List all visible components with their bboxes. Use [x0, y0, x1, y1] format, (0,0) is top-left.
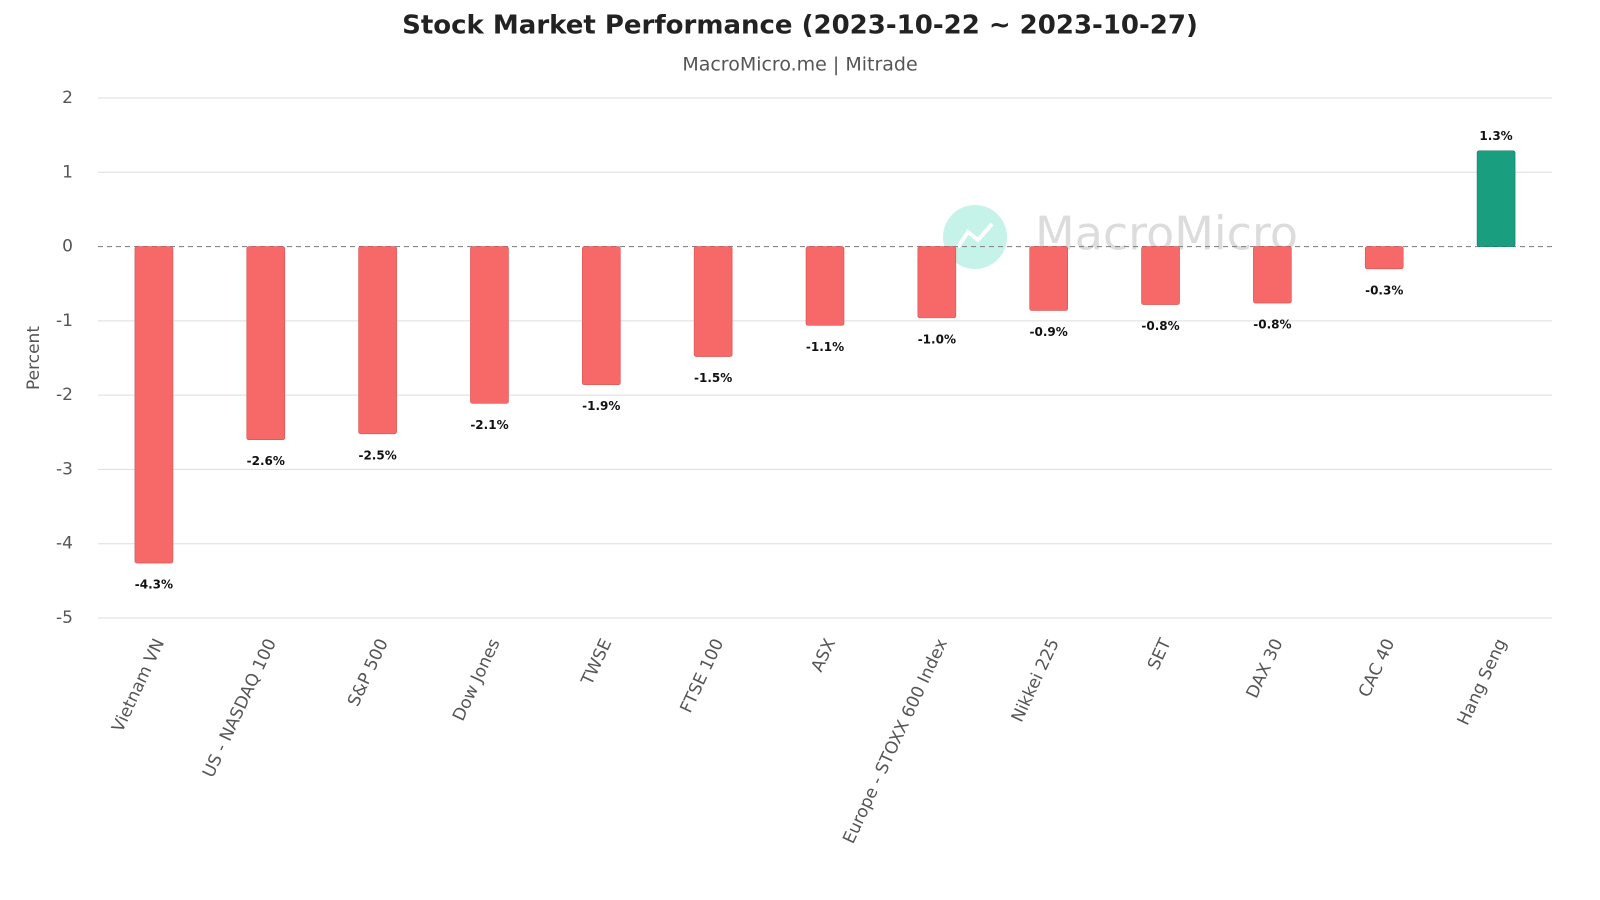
bar: [1364, 246, 1404, 270]
bar: [1029, 246, 1068, 311]
x-tick-label: SET: [1144, 635, 1176, 673]
bar: [1141, 246, 1180, 305]
y-tick-label: -4: [56, 534, 73, 554]
chart-subtitle: MacroMicro.me | Mitrade: [682, 54, 917, 76]
x-tick-label: Vietnam VN: [108, 636, 169, 736]
value-label: -0.9%: [1030, 325, 1068, 339]
y-tick-label: -5: [56, 608, 73, 628]
y-tick-label: 2: [62, 88, 73, 108]
bar: [805, 246, 845, 326]
value-label: -4.3%: [135, 578, 173, 592]
bar: [917, 246, 957, 319]
watermark-icon-line: [956, 222, 994, 249]
value-label: 1.3%: [1479, 129, 1512, 143]
value-label: -1.1%: [806, 340, 844, 354]
x-tick-label: ASX: [808, 635, 841, 675]
bar: [582, 246, 621, 386]
bar: [1253, 246, 1292, 304]
x-tick-label: Dow Jones: [449, 636, 505, 725]
x-tick-label: US - NASDAQ 100: [199, 636, 281, 781]
bar: [470, 246, 509, 404]
y-tick-label: -3: [56, 459, 73, 479]
value-label: -1.9%: [582, 399, 620, 413]
x-tick-label: DAX 30: [1243, 636, 1288, 702]
value-label: -2.6%: [247, 454, 285, 468]
x-tick-label: TWSE: [577, 636, 616, 690]
value-label: -2.1%: [470, 418, 508, 432]
chart-title: Stock Market Performance (2023-10-22 ~ 2…: [402, 11, 1198, 41]
bar: [134, 246, 174, 564]
x-tick-label: FTSE 100: [677, 636, 729, 716]
bar: [246, 246, 286, 441]
value-label: -0.8%: [1253, 318, 1291, 332]
bar: [1476, 150, 1516, 247]
watermark: MacroMicro: [943, 205, 1298, 269]
x-tick-label: S&P 500: [344, 636, 393, 710]
y-tick-label: -1: [56, 311, 73, 331]
y-tick-label: -2: [56, 385, 73, 405]
x-tick-label: Europe - STOXX 600 Index: [839, 636, 952, 847]
x-tick-label: CAC 40: [1355, 636, 1399, 701]
x-tick-label: Nikkei 225: [1008, 636, 1064, 726]
y-axis-label: Percent: [24, 326, 44, 390]
value-label: -1.5%: [694, 371, 732, 385]
value-label: -2.5%: [358, 448, 396, 462]
bar: [693, 246, 733, 357]
value-label: -0.3%: [1365, 283, 1403, 297]
y-tick-label: 0: [62, 237, 73, 257]
bar: [358, 246, 397, 435]
value-label: -1.0%: [918, 332, 956, 346]
value-label: -0.8%: [1141, 319, 1179, 333]
x-tick-label: Hang Seng: [1454, 636, 1511, 729]
y-tick-label: 1: [62, 162, 73, 182]
